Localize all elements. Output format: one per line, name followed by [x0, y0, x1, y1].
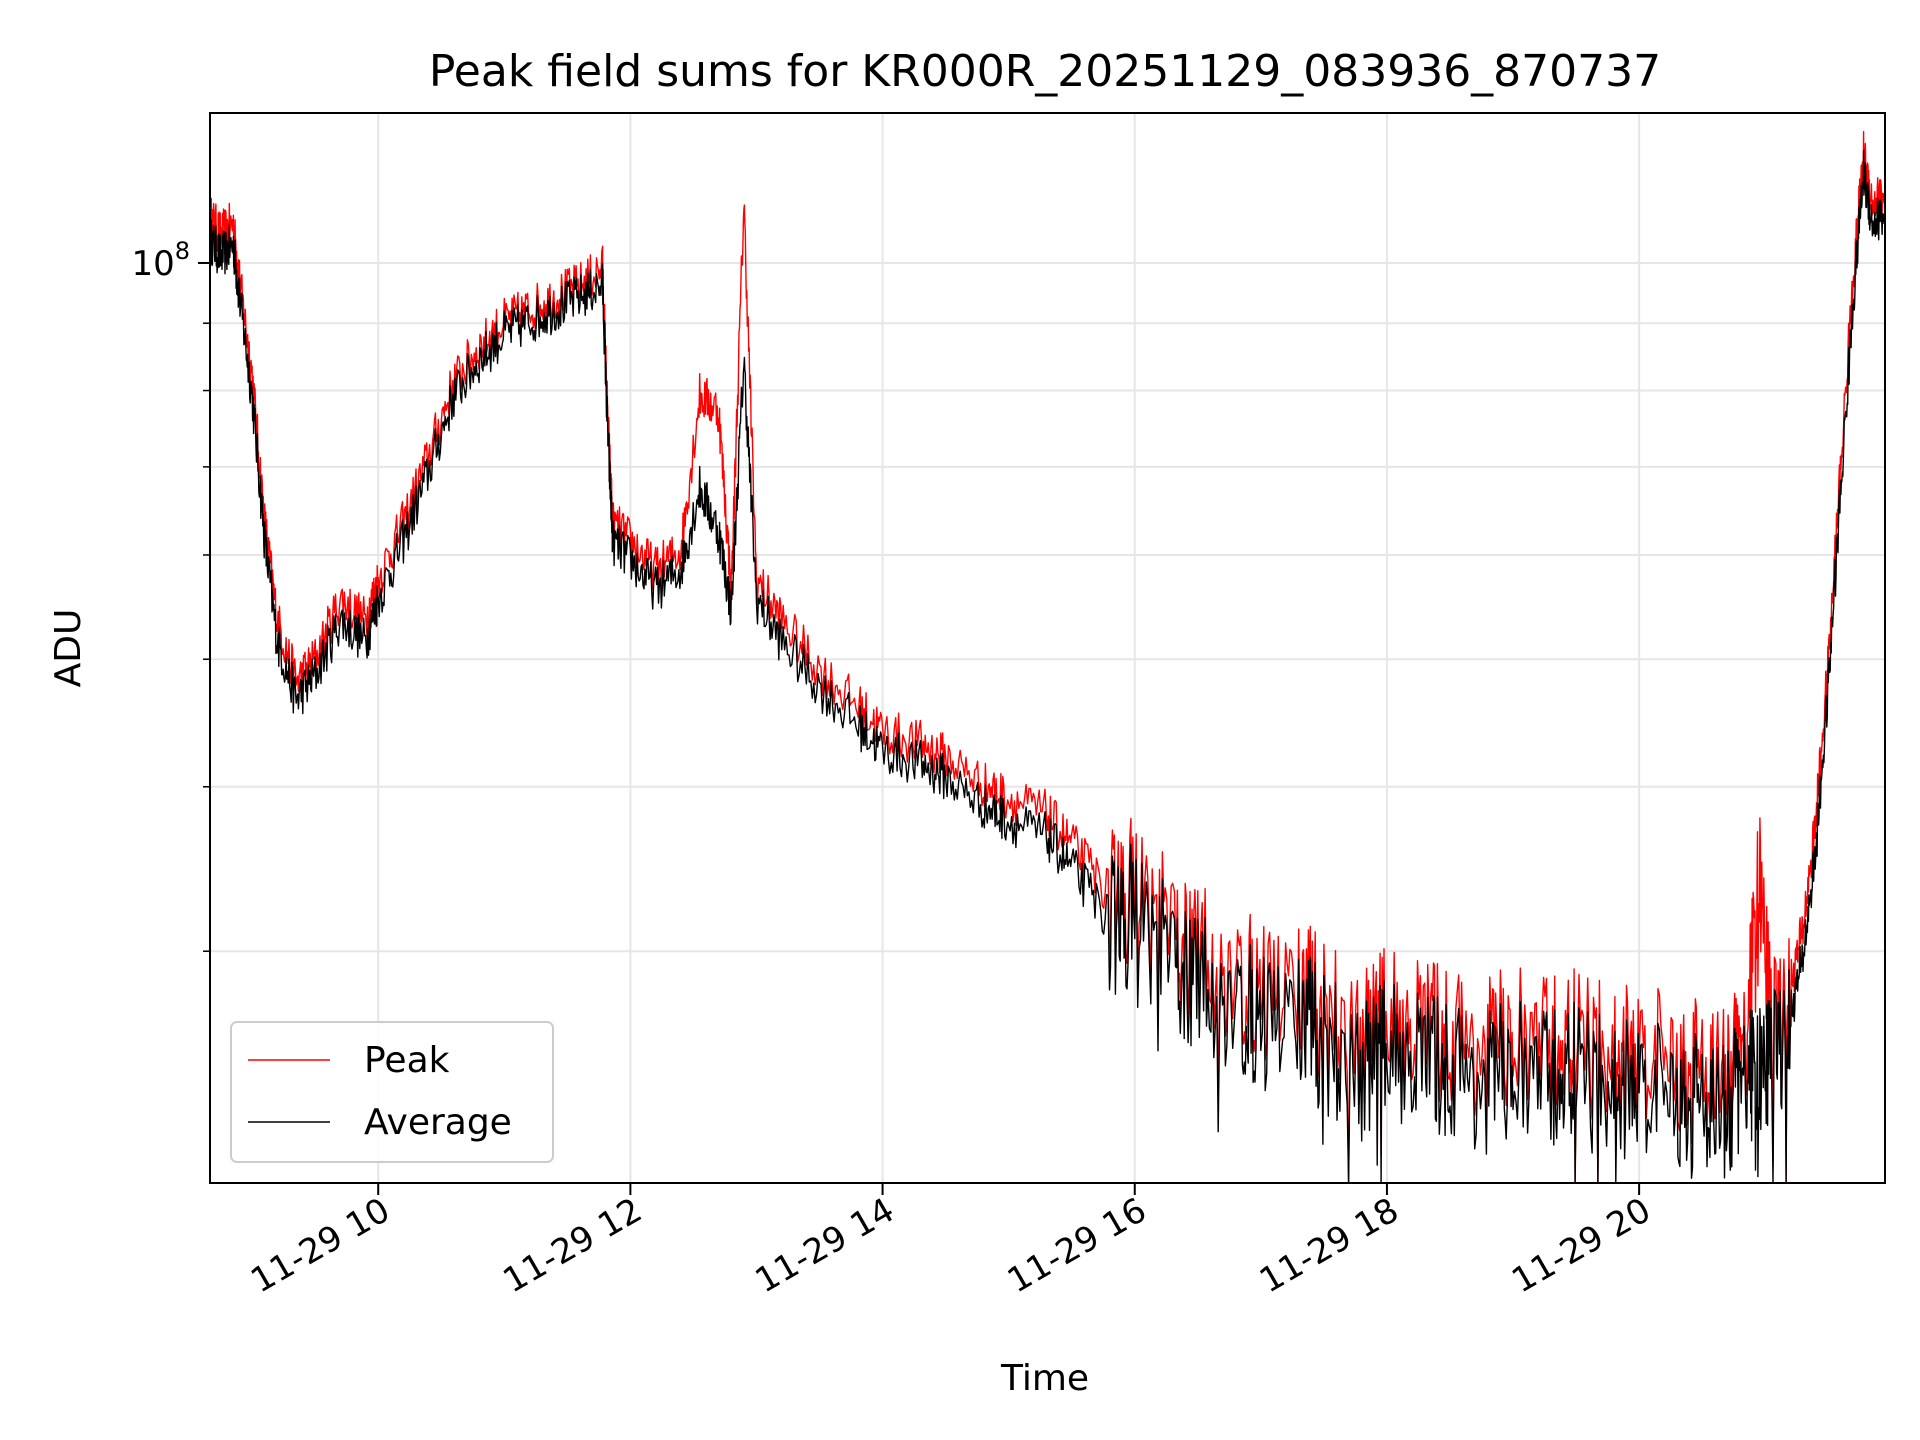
series-line-peak: [209, 130, 1886, 1184]
legend-box: [230, 1021, 554, 1163]
grid: [210, 113, 1885, 1183]
chart-title: Peak field sums for KR000R_20251129_0839…: [429, 46, 1661, 97]
y-tick-label: 108: [131, 237, 190, 284]
y-tick-label-base: 10: [131, 244, 174, 284]
y-tick-label-exponent: 8: [175, 237, 190, 265]
plot-frame: [209, 112, 1886, 1184]
series-line-average: [209, 150, 1886, 1184]
series-layer: [209, 130, 1886, 1184]
x-axis-label: Time: [1000, 1358, 1089, 1399]
legend: Peak Average: [230, 1021, 554, 1163]
y-axis-label: ADU: [48, 609, 89, 688]
legend-label-peak: Peak: [364, 1040, 450, 1081]
legend-label-average: Average: [364, 1102, 512, 1143]
